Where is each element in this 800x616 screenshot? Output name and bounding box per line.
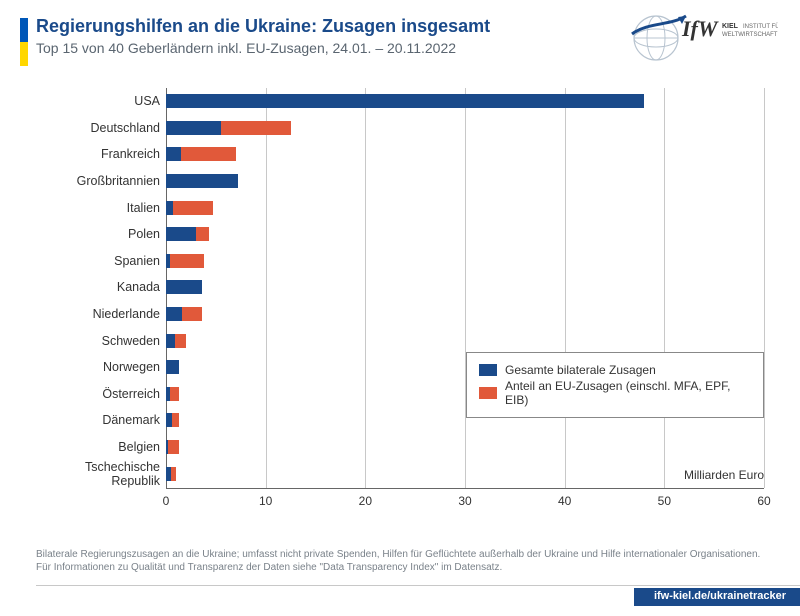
page-subtitle: Top 15 von 40 Geberländern inkl. EU-Zusa… xyxy=(36,40,456,56)
country-label: USA xyxy=(36,94,160,108)
country-label: Österreich xyxy=(36,387,160,401)
footnote: Bilaterale Regierungszusagen an die Ukra… xyxy=(36,548,778,574)
legend-item: Gesamte bilaterale Zusagen xyxy=(479,363,751,377)
bar-chart: USA Deutschland Frankreich Großbritannien It… xyxy=(36,88,764,518)
x-tick-label: 40 xyxy=(558,494,571,508)
bar-segment-bilateral xyxy=(166,201,173,215)
country-label: Tschechische Republik xyxy=(36,460,160,488)
bar-row: Schweden xyxy=(36,327,764,354)
legend-item: Anteil an EU-Zusagen (einschl. MFA, EPF,… xyxy=(479,379,751,407)
bar-segment-bilateral xyxy=(166,121,221,135)
country-label: Kanada xyxy=(36,280,160,294)
bar-segment-bilateral xyxy=(166,280,202,294)
bar-row: Spanien xyxy=(36,248,764,275)
x-unit-label: Milliarden Euro xyxy=(684,468,764,482)
bar-segment-eu_share xyxy=(173,201,213,215)
legend-label: Anteil an EU-Zusagen (einschl. MFA, EPF,… xyxy=(505,379,751,407)
bar-segment-bilateral xyxy=(166,147,181,161)
page: Regierungshilfen an die Ukraine: Zusagen… xyxy=(0,0,800,616)
logo-text-main: IfW xyxy=(681,16,719,41)
bar-row: Deutschland xyxy=(36,115,764,142)
footnote-line2: Für Informationen zu Qualität und Transp… xyxy=(36,562,502,573)
country-label: Schweden xyxy=(36,334,160,348)
flag-blue xyxy=(20,18,28,42)
bar-row: Belgien xyxy=(36,434,764,461)
footnote-line1: Bilaterale Regierungszusagen an die Ukra… xyxy=(36,549,760,560)
ukraine-flag-accent xyxy=(20,18,28,66)
bar-segment-eu_share xyxy=(182,307,202,321)
bar-segment-eu_share xyxy=(181,147,236,161)
country-label: Spanien xyxy=(36,254,160,268)
country-label: Deutschland xyxy=(36,121,160,135)
ifw-logo: IfW KIEL INSTITUT FÜR WELTWIRTSCHAFT xyxy=(628,12,778,64)
bar-segment-eu_share xyxy=(170,254,204,268)
legend-label: Gesamte bilaterale Zusagen xyxy=(505,363,656,377)
legend: Gesamte bilaterale Zusagen Anteil an EU-Z… xyxy=(466,352,764,418)
country-label: Belgien xyxy=(36,440,160,454)
x-axis xyxy=(166,488,764,489)
bar-segment-bilateral xyxy=(166,307,182,321)
footer-link[interactable]: ifw-kiel.de/ukrainetracker xyxy=(634,588,800,606)
bar-row: USA xyxy=(36,88,764,115)
bar-row: Italien xyxy=(36,194,764,221)
bar-segment-bilateral xyxy=(166,94,644,108)
country-label: Italien xyxy=(36,201,160,215)
country-label: Norwegen xyxy=(36,360,160,374)
legend-swatch xyxy=(479,364,497,376)
bar-segment-eu_share xyxy=(172,413,179,427)
logo-text-sub1: KIEL xyxy=(722,23,739,30)
x-tick-label: 30 xyxy=(458,494,471,508)
bar-segment-eu_share xyxy=(171,467,176,481)
bar-segment-bilateral xyxy=(166,174,238,188)
x-tick-label: 50 xyxy=(658,494,671,508)
logo-text-sub2: INSTITUT FÜR xyxy=(743,23,778,30)
legend-swatch xyxy=(479,387,497,399)
bar-row: Tschechische Republik xyxy=(36,460,764,487)
bar-row: Kanada xyxy=(36,274,764,301)
bar-segment-eu_share xyxy=(196,227,209,241)
globe-icon xyxy=(632,16,686,60)
x-tick-label: 20 xyxy=(359,494,372,508)
bar-segment-eu_share xyxy=(170,387,179,401)
bar-segment-bilateral xyxy=(166,334,175,348)
bar-segment-bilateral xyxy=(166,227,196,241)
bar-row: Frankreich xyxy=(36,141,764,168)
x-tick-label: 10 xyxy=(259,494,272,508)
footer-rule xyxy=(36,585,800,586)
bar-segment-eu_share xyxy=(175,334,186,348)
x-tick-label: 60 xyxy=(757,494,770,508)
flag-yellow xyxy=(20,42,28,66)
bar-row: Polen xyxy=(36,221,764,248)
country-label: Dänemark xyxy=(36,413,160,427)
bar-segment-eu_share xyxy=(221,121,291,135)
country-label: Polen xyxy=(36,227,160,241)
bar-segment-bilateral xyxy=(166,360,179,374)
bar-row: Niederlande xyxy=(36,301,764,328)
country-label: Niederlande xyxy=(36,307,160,321)
page-title: Regierungshilfen an die Ukraine: Zusagen… xyxy=(36,16,490,37)
logo-text-sub3: WELTWIRTSCHAFT xyxy=(722,32,778,38)
bar-segment-eu_share xyxy=(168,440,179,454)
country-label: Frankreich xyxy=(36,147,160,161)
gridline xyxy=(764,88,765,488)
bar-row: Großbritannien xyxy=(36,168,764,195)
x-tick-label: 0 xyxy=(163,494,170,508)
country-label: Großbritannien xyxy=(36,174,160,188)
